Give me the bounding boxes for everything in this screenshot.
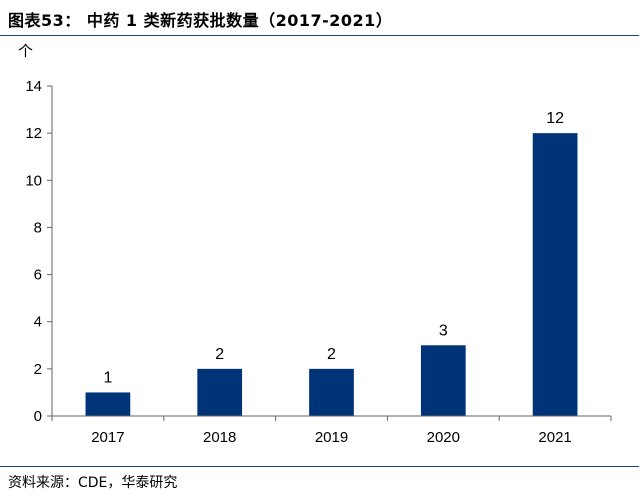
y-tick-label: 2 [34,361,42,378]
y-tick-label: 0 [34,408,42,425]
x-category-label: 2018 [203,429,236,446]
y-tick-label: 4 [34,314,42,331]
x-category-label: 2021 [538,429,571,446]
bar-2017 [85,392,131,416]
y-tick-label: 8 [34,219,42,236]
x-category-label: 2019 [315,429,348,446]
bar-2019 [309,368,354,416]
source-note: 资料来源：CDE，华泰研究 [8,475,178,491]
data-label: 2 [327,346,336,363]
bar-2018 [197,368,243,416]
data-label: 2 [215,346,224,363]
bars [85,133,578,416]
x-category-label: 2017 [91,429,124,446]
y-axis-unit-label: 个 [18,43,33,60]
title-divider [0,35,639,36]
x-axis-ticks: 2017 2018 2019 2020 2021 [51,416,612,446]
footer-divider [0,466,639,467]
bar-2020 [420,345,466,416]
y-tick-label: 10 [25,172,42,189]
y-axis-ticks: 0 2 4 6 8 10 12 14 [25,78,52,425]
y-tick-label: 14 [25,78,42,95]
bar-2021 [532,133,578,416]
x-category-label: 2020 [427,429,460,446]
y-tick-label: 12 [25,125,42,142]
chart-title: 图表53： 中药 1 类新药获批数量（2017-2021） [8,11,393,30]
data-label: 3 [439,322,448,339]
data-label: 12 [546,110,564,127]
data-label: 1 [103,369,112,386]
y-tick-label: 6 [34,267,42,284]
